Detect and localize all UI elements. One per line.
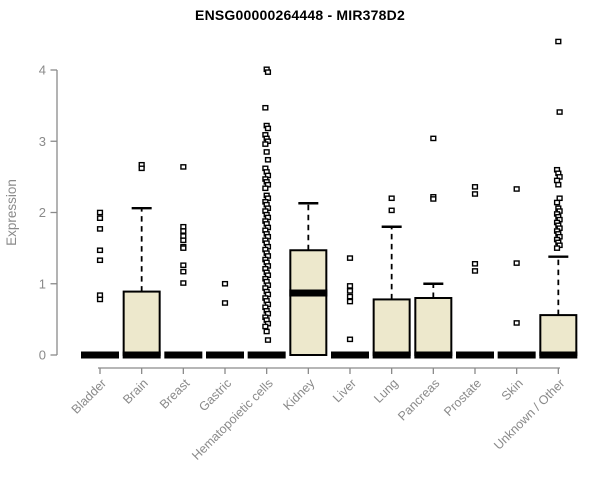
outlier-point — [388, 195, 395, 202]
x-tick-label: Brain — [120, 376, 151, 407]
outlier-point — [96, 292, 104, 298]
outlier-point — [263, 149, 270, 155]
outlier-point — [346, 283, 354, 289]
outlier-point — [513, 260, 520, 266]
x-tick-label: Breast — [157, 376, 193, 412]
outlier-point — [96, 257, 104, 264]
outlier-point — [96, 215, 104, 222]
outlier-point — [221, 280, 229, 287]
outlier-point — [264, 125, 272, 132]
outlier-point — [96, 247, 104, 254]
outlier-point — [180, 164, 187, 170]
outlier-point — [180, 245, 187, 251]
x-tick-label: Lung — [371, 376, 401, 406]
box-rect — [414, 297, 453, 356]
outlier-point — [553, 177, 561, 184]
box-median — [289, 289, 328, 297]
outlier-point — [180, 237, 187, 244]
outlier-point — [346, 293, 354, 300]
outlier-point — [556, 195, 563, 202]
outlier-point — [555, 181, 562, 188]
outlier-point — [264, 337, 272, 343]
outlier-point — [346, 336, 354, 343]
box-median — [247, 351, 286, 359]
x-tick-label: Kidney — [281, 376, 318, 413]
outlier-point — [96, 226, 104, 232]
outlier-point — [180, 262, 187, 269]
outlier-point — [138, 165, 145, 172]
box-rect — [539, 314, 578, 357]
x-tick-label: Liver — [330, 376, 359, 405]
chart-title: ENSG00000264448 - MIR378D2 — [195, 7, 405, 23]
outlier-point — [513, 186, 520, 192]
outlier-point — [471, 261, 479, 267]
y-tick-label: 4 — [39, 63, 46, 78]
outlier-point — [264, 69, 272, 75]
x-tick-label: Prostate — [441, 376, 484, 419]
outlier-point — [553, 245, 561, 251]
box-median — [497, 351, 536, 359]
outlier-point — [346, 288, 354, 294]
outlier-point — [471, 191, 479, 197]
outlier-point — [180, 233, 187, 239]
x-tick-label: Hematopoietic cells — [189, 376, 276, 463]
outlier-point — [180, 223, 187, 230]
outlier-point — [430, 135, 437, 142]
outlier-point — [180, 268, 187, 275]
x-tick-label: Skin — [499, 376, 526, 403]
box-median — [539, 351, 578, 359]
outlier-point — [262, 104, 269, 111]
y-tick-label: 0 — [39, 348, 46, 363]
x-tick-label: Pancreas — [395, 376, 442, 423]
outlier-point — [471, 268, 479, 274]
box-median — [164, 351, 203, 359]
box-median — [330, 351, 369, 359]
outlier-point — [262, 141, 269, 147]
outlier-point — [388, 207, 395, 214]
box-rect — [289, 249, 328, 356]
outlier-point — [180, 280, 187, 286]
outlier-point — [262, 323, 269, 330]
y-tick-label: 3 — [39, 134, 46, 149]
box-rect — [372, 298, 411, 356]
outlier-point — [221, 300, 229, 306]
outlier-point — [513, 320, 520, 326]
outlier-point — [180, 228, 187, 234]
outlier-point — [263, 328, 270, 335]
outlier-point — [556, 109, 563, 115]
box-rect — [122, 290, 161, 356]
box-median — [81, 351, 119, 359]
y-tick-label: 2 — [39, 205, 46, 220]
box-median — [122, 351, 161, 359]
outlier-point — [430, 196, 437, 202]
outlier-point — [555, 38, 562, 45]
outlier-point — [96, 209, 104, 216]
box-median — [455, 351, 494, 359]
box-median — [205, 351, 244, 359]
x-tick-label: Gastric — [196, 376, 234, 414]
box-median — [372, 351, 411, 359]
outlier-point — [346, 255, 354, 261]
y-tick-label: 1 — [39, 276, 46, 291]
x-tick-label: Bladder — [69, 376, 109, 416]
y-axis-title: Expression — [4, 179, 19, 246]
outlier-point — [96, 296, 104, 303]
box-median — [414, 351, 453, 359]
outlier-point — [262, 185, 269, 192]
x-tick-label: Unknown / Other — [491, 376, 567, 452]
outlier-point — [264, 156, 272, 163]
outlier-point — [553, 199, 561, 206]
outlier-point — [471, 184, 479, 190]
outlier-point — [346, 298, 354, 305]
